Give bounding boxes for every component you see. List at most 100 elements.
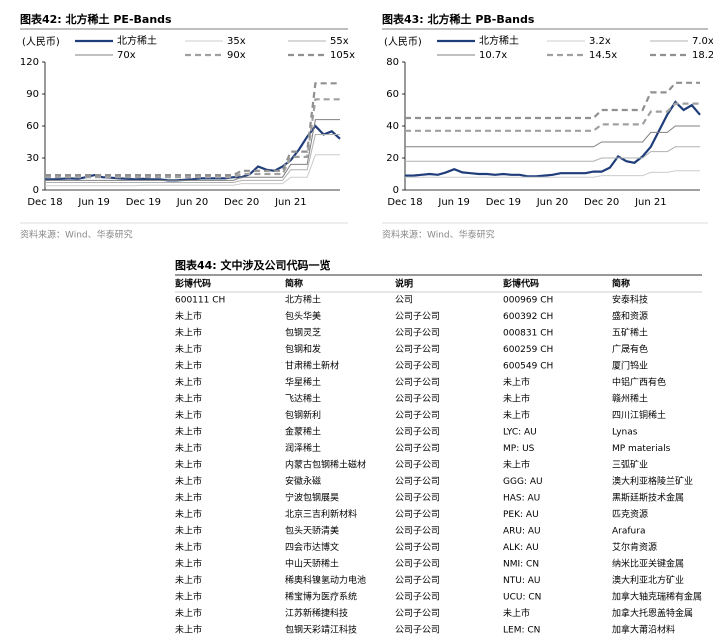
y-tick-label: 40 — [386, 121, 399, 132]
table-cell: 纳米比亚关键金属 — [612, 558, 684, 570]
table-header: 说明 — [395, 278, 413, 290]
table-header: 彭博代码 — [175, 278, 211, 290]
table-cell: 盛和资源 — [612, 310, 648, 322]
table-cell: 五矿稀土 — [612, 327, 648, 339]
series-line — [405, 102, 700, 132]
table-cell: 稀宝博为医疗系统 — [285, 591, 357, 603]
table-cell: 公司子公司 — [395, 526, 440, 537]
table-cell: 包钢灵芝 — [285, 327, 321, 339]
x-tick-label: Jun 20 — [536, 197, 569, 208]
y-tick-label: 80 — [386, 57, 399, 68]
table-cell: 未上市 — [175, 624, 202, 636]
table-header: 简称 — [612, 278, 630, 290]
y-tick-label: 90 — [26, 89, 39, 100]
series-line — [45, 134, 340, 183]
table-cell: 公司子公司 — [395, 575, 440, 586]
table-cell: MP materials — [612, 444, 671, 454]
table-cell: 公司子公司 — [395, 460, 440, 471]
table-cell: 公司子公司 — [395, 443, 440, 454]
legend-label: 55x — [330, 36, 349, 47]
table-cell: 甘肃稀土新材 — [285, 360, 339, 372]
table-cell: 未上市 — [175, 327, 202, 339]
table-cell: 公司子公司 — [395, 493, 440, 504]
table-cell: ALK: AU — [503, 543, 539, 553]
table-cell: 匹克资源 — [612, 509, 648, 520]
table-cell: 未上市 — [175, 459, 202, 471]
x-tick-label: Jun 21 — [634, 197, 667, 208]
chart-title: 图表42: 北方稀土 PE-Bands — [20, 12, 172, 26]
x-tick-label: Dec 18 — [27, 197, 62, 208]
table-cell: 未上市 — [503, 459, 530, 471]
table-cell: 稀奥科镍氢动力电池 — [285, 574, 366, 586]
table-cell: 000969 CH — [503, 296, 553, 306]
table-cell: 未上市 — [503, 393, 530, 405]
table-cell: 未上市 — [175, 525, 202, 537]
table-title: 图表44: 文中涉及公司代码一览 — [175, 258, 331, 272]
y-tick-label: 0 — [393, 185, 399, 196]
table-cell: 公司子公司 — [395, 559, 440, 570]
table-cell: 公司子公司 — [395, 377, 440, 388]
table-cell: 公司子公司 — [395, 592, 440, 603]
x-tick-label: Dec 20 — [224, 197, 259, 208]
legend-label: 35x — [227, 36, 246, 47]
x-tick-label: Dec 20 — [584, 197, 619, 208]
table-cell: 公司子公司 — [395, 427, 440, 438]
table-cell: 公司子公司 — [395, 328, 440, 339]
table-cell: NTU: AU — [503, 576, 540, 586]
table-header: 彭博代码 — [503, 278, 539, 290]
table-cell: 三弧矿业 — [612, 459, 648, 471]
legend-label: 北方稀土 — [479, 34, 519, 47]
table-cell: 四会市达博文 — [285, 541, 339, 553]
y-tick-label: 120 — [20, 57, 39, 68]
series-line — [405, 100, 701, 178]
table-cell: 公司子公司 — [395, 311, 440, 322]
table-cell: 包头华美 — [285, 310, 321, 322]
y-axis-label: (人民币) — [22, 36, 60, 48]
table-cell: 未上市 — [175, 591, 202, 603]
x-tick-label: Jun 19 — [437, 197, 470, 208]
table-cell: 公司子公司 — [395, 625, 440, 636]
table-cell: LEM: CN — [503, 626, 540, 636]
table-cell: 600259 CH — [503, 345, 553, 355]
table-cell: 中山天骄稀土 — [285, 558, 339, 570]
table-cell: UCU: CN — [503, 593, 541, 603]
table-cell: 公司子公司 — [395, 509, 440, 520]
table-cell: 公司 — [395, 295, 413, 306]
table-cell: 未上市 — [175, 409, 202, 421]
table-cell: 安泰科技 — [612, 294, 648, 306]
y-tick-label: 60 — [386, 89, 399, 100]
series-line — [405, 146, 700, 162]
table-cell: 赣州稀土 — [612, 393, 648, 405]
table-cell: 广晟有色 — [612, 343, 648, 355]
table-cell: 公司子公司 — [395, 344, 440, 355]
table-cell: 未上市 — [175, 541, 202, 553]
table-cell: 澳大利亚北方矿业 — [612, 574, 684, 586]
series-line — [405, 170, 700, 178]
table-cell: 金蒙稀土 — [285, 426, 321, 438]
table-cell: 未上市 — [175, 376, 202, 388]
table-cell: 澳大利亚格陵兰矿业 — [612, 475, 693, 487]
table-cell: 飞达稀土 — [285, 393, 321, 405]
table-cell: 未上市 — [175, 426, 202, 438]
series-line — [45, 124, 341, 182]
y-axis-label: (人民币) — [384, 36, 422, 48]
legend-label: 70x — [117, 50, 136, 61]
table-cell: LYC: AU — [503, 428, 537, 438]
legend-label: 90x — [227, 50, 246, 61]
table-cell: 未上市 — [175, 360, 202, 372]
table-cell: 公司子公司 — [395, 361, 440, 372]
legend-label: 18.2x — [692, 50, 713, 61]
table-cell: 华星稀土 — [285, 376, 321, 388]
table-cell: MP: US — [503, 444, 535, 454]
table-cell: 公司子公司 — [395, 608, 440, 619]
table-cell: 润泽稀土 — [285, 442, 321, 454]
table-cell: 北方稀土 — [285, 294, 321, 306]
table-cell: 未上市 — [503, 376, 530, 388]
series-line — [45, 154, 340, 187]
source-note: 资料来源：Wind、华泰研究 — [382, 229, 495, 241]
table-cell: 未上市 — [503, 607, 530, 619]
table-header: 简称 — [285, 278, 303, 290]
series-line — [405, 125, 700, 148]
table-cell: 黑斯廷斯技术金属 — [612, 492, 684, 504]
